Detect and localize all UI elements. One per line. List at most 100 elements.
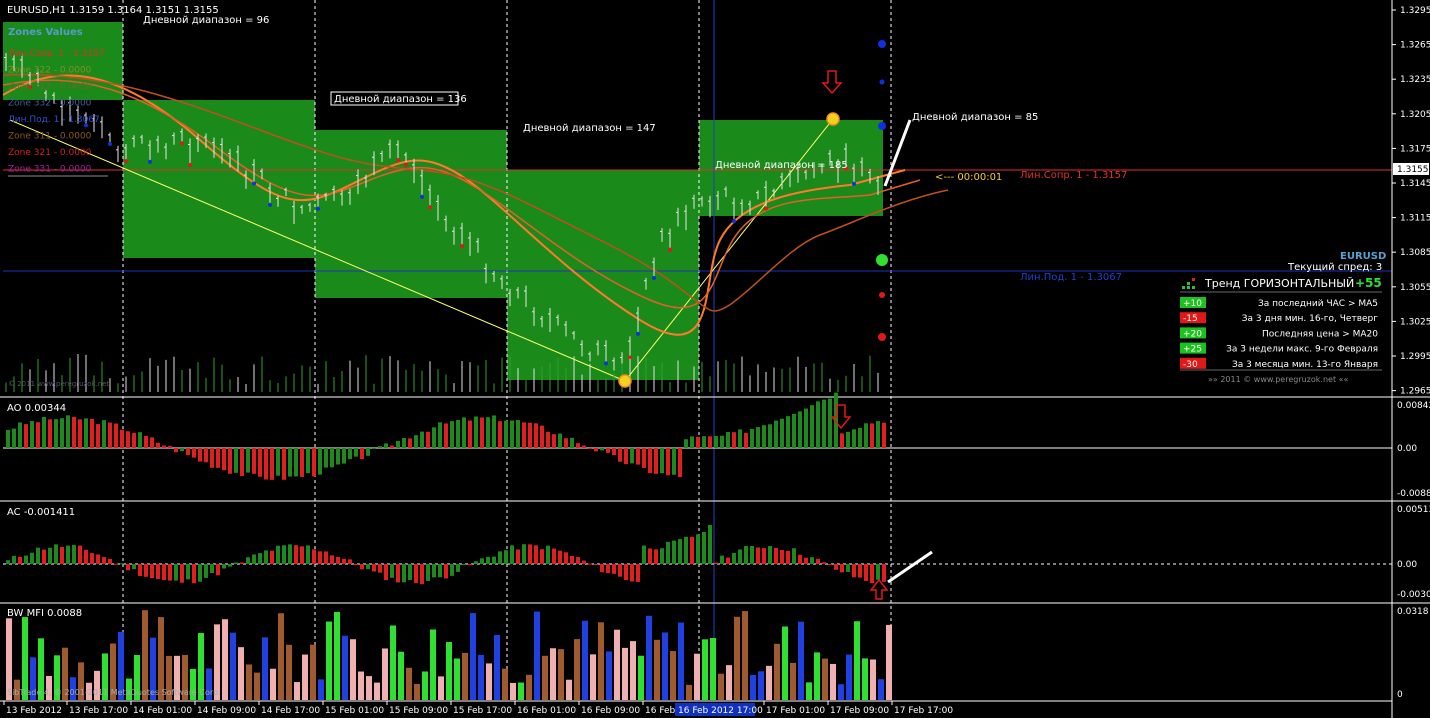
mfi-bar — [846, 654, 852, 700]
ac-bar — [366, 564, 370, 570]
ao-bar — [600, 448, 604, 451]
ac-bar — [750, 545, 754, 564]
ac-bar — [504, 550, 508, 564]
mfi-bar — [478, 654, 484, 700]
ao-bar — [666, 448, 670, 476]
ac-bar — [120, 563, 124, 565]
ao-bar — [72, 416, 76, 448]
ao-bar — [90, 418, 94, 448]
ao-bar — [510, 420, 514, 448]
score-badge-text: +10 — [1183, 299, 1202, 309]
fractal-dot — [84, 123, 88, 128]
mfi-bar — [142, 610, 148, 700]
mfi-bar — [278, 613, 284, 700]
ac-bar — [696, 534, 700, 564]
mfi-bar — [574, 639, 580, 700]
ac-bar — [756, 547, 760, 564]
price-bars — [4, 53, 879, 374]
ao-bar — [168, 445, 172, 448]
ac-bar — [234, 562, 238, 564]
ma-slow — [2, 73, 949, 312]
ac-bar — [828, 564, 832, 565]
mfi-bar — [878, 679, 884, 700]
ac-bar — [636, 564, 640, 582]
fractal-dot — [396, 158, 400, 163]
ao-bar — [870, 423, 874, 448]
mfi-bar — [790, 662, 796, 700]
mfi-bar — [758, 671, 764, 700]
mfi-bar — [222, 619, 228, 700]
ao-bar — [810, 405, 814, 448]
mfi-bar — [686, 684, 692, 700]
ao-bar — [714, 436, 718, 448]
ac-bar — [282, 545, 286, 564]
ac-bar — [792, 548, 796, 564]
fractal-dot — [460, 244, 464, 249]
mfi-bar — [606, 651, 612, 700]
time-tick: 15 Feb 01:00 — [325, 706, 384, 716]
trend-rows: +10 За последний ЧАС > MA5 -15 За 3 дня мин… — [1180, 297, 1378, 370]
ac-bar — [222, 564, 226, 569]
ac-bar — [732, 553, 736, 564]
mfi-panel[interactable]: BW MFI 0.0088 0.0318 0 SibTrade 4, © 200… — [6, 607, 1429, 700]
mfi-bar — [54, 655, 60, 700]
ao-bar — [30, 421, 34, 448]
mfi-bar — [150, 637, 156, 700]
ac-bar — [90, 553, 94, 564]
ac-tick: 0.00 — [1397, 560, 1417, 570]
ac-bar — [816, 558, 820, 564]
ao-bar — [60, 418, 64, 448]
ao-bar — [654, 448, 658, 474]
ao-bar — [720, 435, 724, 448]
zone-value: Zone 321 - 0.0000 — [8, 148, 92, 158]
ao-bar — [108, 422, 112, 448]
ac-bar — [264, 550, 268, 564]
ac-panel[interactable]: AC -0.001411 0.00513 0.00 -0.00308 — [3, 505, 1430, 600]
mfi-bar — [622, 647, 628, 700]
mfi-bar — [646, 615, 652, 700]
zone-value: Zone 312 - 0.0000 — [8, 82, 92, 92]
ac-bar — [174, 564, 178, 581]
ac-bar — [678, 539, 682, 564]
mfi-bar — [334, 611, 340, 700]
trend-title: Тренд ГОРИЗОНТАЛЬНЫЙ — [1204, 277, 1354, 290]
mfi-bar — [406, 667, 412, 700]
mfi-bar — [86, 682, 92, 700]
copyright: SibTrade 4, © 2001-2011 MetaQuotes Softw… — [7, 688, 221, 697]
fractal-dot — [316, 206, 320, 211]
zones-title: Zones Values — [8, 27, 83, 38]
fractal-dot — [604, 361, 608, 366]
ao-panel[interactable]: AO 0.00344 0.00842 0.00 -0.00882 — [3, 392, 1430, 499]
ao-bar — [342, 448, 346, 464]
mfi-bar — [238, 647, 244, 700]
ao-bar — [528, 422, 532, 448]
mfi-bar — [454, 658, 460, 700]
mfi-bar — [118, 631, 124, 700]
time-tick: 17 Feb 09:00 — [830, 706, 889, 716]
ao-bar — [624, 448, 628, 465]
ac-bar — [516, 549, 520, 564]
ac-bar — [474, 561, 478, 564]
time-tick: 16 Feb 01:00 — [517, 706, 576, 716]
ao-bar — [756, 427, 760, 448]
time-tick: 14 Feb 17:00 — [261, 706, 320, 716]
ao-bar — [846, 431, 850, 448]
mfi-bar — [462, 652, 468, 700]
fractal-dot — [428, 205, 432, 210]
ac-bar — [876, 564, 880, 580]
ao-bar — [324, 448, 328, 468]
time-tick: 14 Feb 09:00 — [197, 706, 256, 716]
ao-bar — [240, 448, 244, 476]
fractal-dot — [636, 331, 640, 336]
ao-bar — [630, 448, 634, 464]
ao-bar — [162, 445, 166, 448]
price-tick: 1.3235 — [1400, 75, 1430, 85]
zone-box — [315, 130, 507, 298]
ac-bar — [870, 564, 874, 584]
mfi-bar — [590, 654, 596, 700]
ao-bar — [762, 425, 766, 448]
mfi-bar — [342, 635, 348, 700]
mfi-bar — [158, 617, 164, 700]
